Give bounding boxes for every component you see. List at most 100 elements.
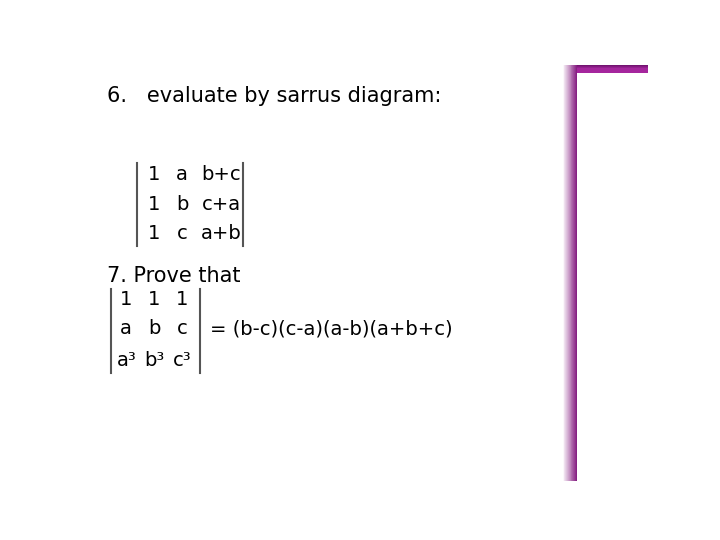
Bar	[562, 66, 648, 70]
Bar	[562, 67, 648, 71]
Bar	[562, 68, 648, 72]
Bar	[562, 68, 648, 72]
Text: a: a	[120, 319, 132, 339]
Bar	[562, 66, 648, 71]
Text: 1: 1	[148, 194, 161, 214]
Text: 7. Prove that: 7. Prove that	[107, 266, 240, 286]
Bar	[562, 65, 648, 70]
Text: c³: c³	[173, 350, 192, 369]
Bar	[562, 66, 648, 70]
Bar	[573, 65, 574, 481]
Bar	[562, 68, 648, 72]
Bar	[562, 66, 648, 71]
Bar	[562, 65, 648, 69]
Bar	[570, 65, 571, 481]
Bar	[562, 66, 648, 70]
Bar	[562, 67, 648, 72]
Bar	[562, 65, 648, 70]
Bar	[564, 65, 565, 481]
Text: = (b-c)(c-a)(a-b)(a+b+c): = (b-c)(c-a)(a-b)(a+b+c)	[210, 319, 453, 339]
Bar	[562, 68, 648, 72]
Bar	[562, 66, 648, 71]
Bar	[562, 67, 648, 71]
Bar	[562, 67, 648, 71]
Text: 1: 1	[176, 290, 188, 309]
Bar	[562, 65, 648, 70]
Bar	[562, 66, 648, 71]
Text: 1: 1	[148, 290, 161, 309]
Bar	[562, 66, 648, 70]
Bar	[562, 66, 648, 71]
Bar	[562, 66, 648, 71]
Bar	[562, 68, 648, 72]
Bar	[562, 65, 648, 70]
Bar	[562, 66, 648, 70]
Bar	[562, 67, 648, 71]
Bar	[562, 65, 648, 69]
Bar	[562, 68, 648, 73]
Bar	[562, 65, 648, 69]
Bar	[572, 65, 573, 481]
Bar	[573, 65, 575, 481]
Bar	[565, 65, 566, 481]
Text: c: c	[176, 224, 187, 242]
Bar	[562, 68, 648, 72]
Bar	[562, 68, 648, 72]
Bar	[562, 66, 648, 71]
Bar	[576, 65, 577, 481]
Bar	[562, 66, 648, 71]
Bar	[562, 68, 648, 72]
Bar	[562, 65, 648, 70]
Bar	[574, 65, 575, 481]
Bar	[562, 64, 648, 69]
Bar	[562, 67, 648, 72]
Text: b: b	[148, 319, 161, 339]
Bar	[562, 68, 648, 73]
Bar	[562, 65, 648, 70]
Text: a+b: a+b	[201, 224, 241, 242]
Bar	[562, 68, 648, 73]
Text: 6.   evaluate by sarrus diagram:: 6. evaluate by sarrus diagram:	[107, 85, 441, 106]
Bar	[562, 68, 648, 72]
Bar	[562, 66, 648, 71]
Bar	[562, 65, 648, 69]
Bar	[562, 66, 648, 71]
Bar	[562, 68, 648, 72]
Bar	[568, 65, 570, 481]
Bar	[568, 65, 569, 481]
Bar	[562, 65, 648, 69]
Bar	[562, 66, 648, 71]
Bar	[562, 68, 648, 72]
Text: 1: 1	[148, 165, 161, 185]
Text: c: c	[176, 319, 187, 339]
Bar	[562, 69, 648, 73]
Bar	[562, 68, 648, 73]
Bar	[569, 65, 570, 481]
Bar	[565, 65, 567, 481]
Bar	[562, 64, 648, 69]
Bar	[562, 67, 648, 72]
Bar	[562, 66, 648, 71]
Text: c+a: c+a	[202, 194, 240, 214]
Bar	[562, 65, 648, 70]
Bar	[562, 65, 648, 70]
Bar	[562, 65, 648, 69]
Bar	[562, 66, 648, 70]
Bar	[562, 67, 648, 71]
Bar	[562, 64, 648, 69]
Bar	[562, 69, 648, 73]
Bar	[562, 65, 648, 70]
Bar	[562, 65, 648, 70]
Text: b³: b³	[144, 350, 164, 369]
Bar	[566, 65, 567, 481]
Bar	[562, 67, 648, 71]
Bar	[562, 66, 648, 71]
Bar	[562, 68, 648, 72]
Bar	[570, 65, 571, 481]
Bar	[562, 68, 648, 72]
Bar	[562, 66, 648, 71]
Bar	[569, 65, 570, 481]
Bar	[562, 69, 648, 73]
Bar	[562, 66, 648, 71]
Bar	[562, 69, 648, 73]
